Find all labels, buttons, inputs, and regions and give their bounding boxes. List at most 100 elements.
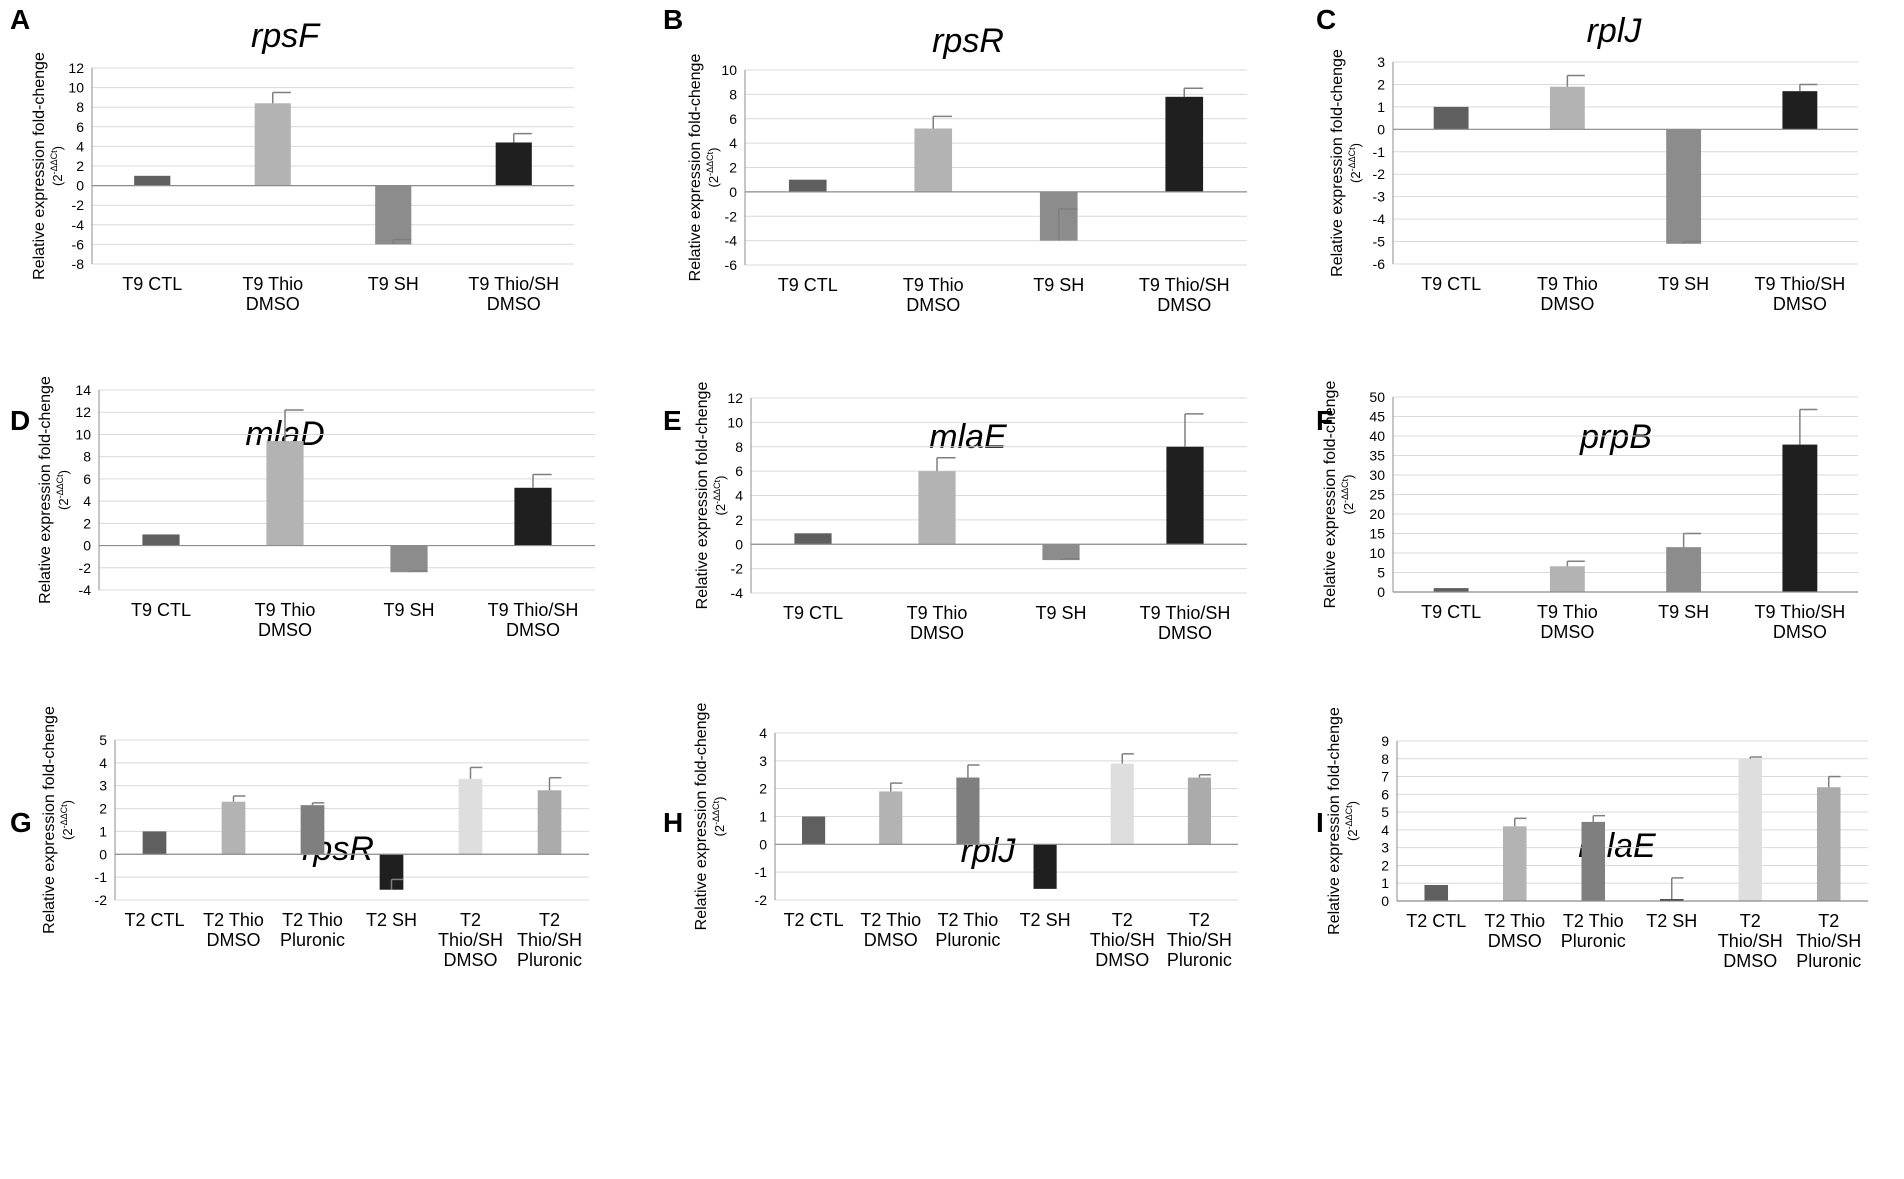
y-tick-label: -6	[72, 236, 85, 252]
category-label: DMSO	[207, 930, 261, 950]
y-axis-unit-close: )	[1348, 143, 1363, 147]
y-axis-unit-close: )	[1341, 475, 1356, 479]
bar	[956, 777, 980, 845]
bar	[1165, 96, 1204, 192]
y-axis-unit-base: (2	[60, 828, 75, 840]
y-axis-label: Relative expression fold-chenge (2-ΔΔCt)	[1326, 707, 1360, 935]
bar	[142, 831, 167, 855]
category-label: T9 CTL	[122, 274, 182, 294]
category-label: T2 CTL	[1406, 911, 1466, 931]
y-tick-label: 4	[76, 138, 84, 154]
y-tick-label: -2	[1373, 166, 1386, 182]
bar	[1549, 86, 1585, 130]
y-axis-label: Relative expression fold-chenge (2-ΔΔCt)	[1322, 381, 1356, 609]
y-axis-unit-base: (2	[713, 504, 728, 516]
category-label: T9 Thio/SH	[1140, 603, 1231, 623]
y-axis-unit-close: )	[706, 148, 721, 152]
category-label: DMSO	[246, 294, 300, 314]
y-axis-unit-exponent: -ΔΔCt	[1340, 478, 1350, 503]
y-tick-label: 12	[68, 60, 84, 76]
bar	[1166, 446, 1204, 545]
bar	[1816, 787, 1841, 901]
bar	[802, 816, 826, 845]
y-axis-unit-close: )	[712, 797, 727, 801]
y-axis-label-unit: (2-ΔΔCt)	[49, 146, 65, 186]
y-tick-label: 5	[99, 732, 107, 748]
y-axis-label-unit: (2-ΔΔCt)	[59, 800, 75, 840]
y-tick-label: -1	[1373, 144, 1386, 160]
y-axis-label-unit: (2-ΔΔCt)	[1347, 143, 1363, 183]
chart-title: rpsR	[932, 22, 1004, 60]
panel-letter: G	[10, 807, 32, 838]
bar	[266, 441, 304, 546]
y-axis-label: Relative expression fold-chenge (2-ΔΔCt)	[1329, 49, 1363, 277]
bar	[1433, 106, 1469, 130]
category-label: T9 Thio/SH	[1139, 275, 1230, 295]
category-label: Thio/SH	[517, 930, 582, 950]
bar	[537, 790, 562, 855]
category-label: DMSO	[1157, 295, 1211, 315]
y-tick-label: -4	[79, 582, 92, 598]
y-tick-label: 2	[76, 158, 84, 174]
y-tick-label: 6	[735, 463, 743, 479]
bar	[879, 791, 903, 845]
y-axis-unit-close: )	[56, 470, 71, 474]
y-tick-label: 10	[75, 426, 91, 442]
y-axis-unit-base: (2	[50, 174, 65, 186]
y-tick-label: -4	[731, 585, 744, 601]
y-axis-label-unit: (2-ΔΔCt)	[705, 148, 721, 188]
y-axis-label-main: Relative expression fold-chenge	[41, 706, 58, 934]
bar	[918, 471, 956, 545]
y-axis-unit-exponent: -ΔΔCt	[59, 804, 69, 829]
y-tick-label: 6	[729, 111, 737, 127]
y-tick-label: 14	[75, 382, 91, 398]
category-label: T2 Thio	[860, 910, 921, 930]
category-label: T2 SH	[1646, 911, 1697, 931]
category-label: Pluronic	[1561, 931, 1626, 951]
bar	[1424, 885, 1449, 901]
bar	[1433, 588, 1469, 592]
y-tick-label: 12	[727, 390, 743, 406]
panel-letter: H	[663, 807, 683, 838]
y-tick-label: 2	[759, 781, 767, 797]
category-label: T9 Thio/SH	[1755, 602, 1846, 622]
category-label: Pluronic	[280, 930, 345, 950]
bar	[1659, 899, 1684, 901]
bar	[300, 805, 325, 855]
category-label: T9 SH	[368, 274, 419, 294]
category-label: T9 SH	[383, 600, 434, 620]
y-axis-label-main: Relative expression fold-chenge	[693, 703, 710, 931]
y-tick-label: -2	[725, 208, 738, 224]
y-axis-label-unit: (2-ΔΔCt)	[711, 797, 727, 837]
y-axis-unit-close: )	[713, 476, 728, 480]
chart-title: prpB	[1579, 418, 1652, 456]
category-label: DMSO	[864, 930, 918, 950]
y-axis-label-unit: (2-ΔΔCt)	[1340, 475, 1356, 515]
bar	[1666, 547, 1702, 592]
y-tick-label: 6	[83, 471, 91, 487]
category-label: T2 SH	[366, 910, 417, 930]
category-label: T9 Thio	[1537, 274, 1598, 294]
y-tick-label: -2	[755, 892, 768, 908]
y-axis-label-unit: (2-ΔΔCt)	[1344, 801, 1360, 841]
panel-letter: E	[663, 405, 682, 436]
category-label: T2 Thio	[1563, 911, 1624, 931]
y-tick-label: 10	[1369, 545, 1385, 561]
y-tick-label: -1	[95, 869, 108, 885]
y-axis-label-unit: (2-ΔΔCt)	[712, 476, 728, 516]
y-tick-label: 15	[1369, 526, 1385, 542]
y-tick-label: 5	[1381, 804, 1389, 820]
category-label: T9 Thio	[1537, 602, 1598, 622]
panel-letter: I	[1316, 807, 1324, 838]
y-tick-label: 4	[1381, 822, 1389, 838]
y-axis-label: Relative expression fold-chenge (2-ΔΔCt)	[693, 703, 727, 931]
y-tick-label: 0	[729, 184, 737, 200]
bar	[1738, 758, 1763, 901]
category-label: DMSO	[1773, 294, 1827, 314]
y-axis-label: Relative expression fold-chenge (2-ΔΔCt)	[687, 54, 721, 282]
bar	[1110, 763, 1134, 845]
